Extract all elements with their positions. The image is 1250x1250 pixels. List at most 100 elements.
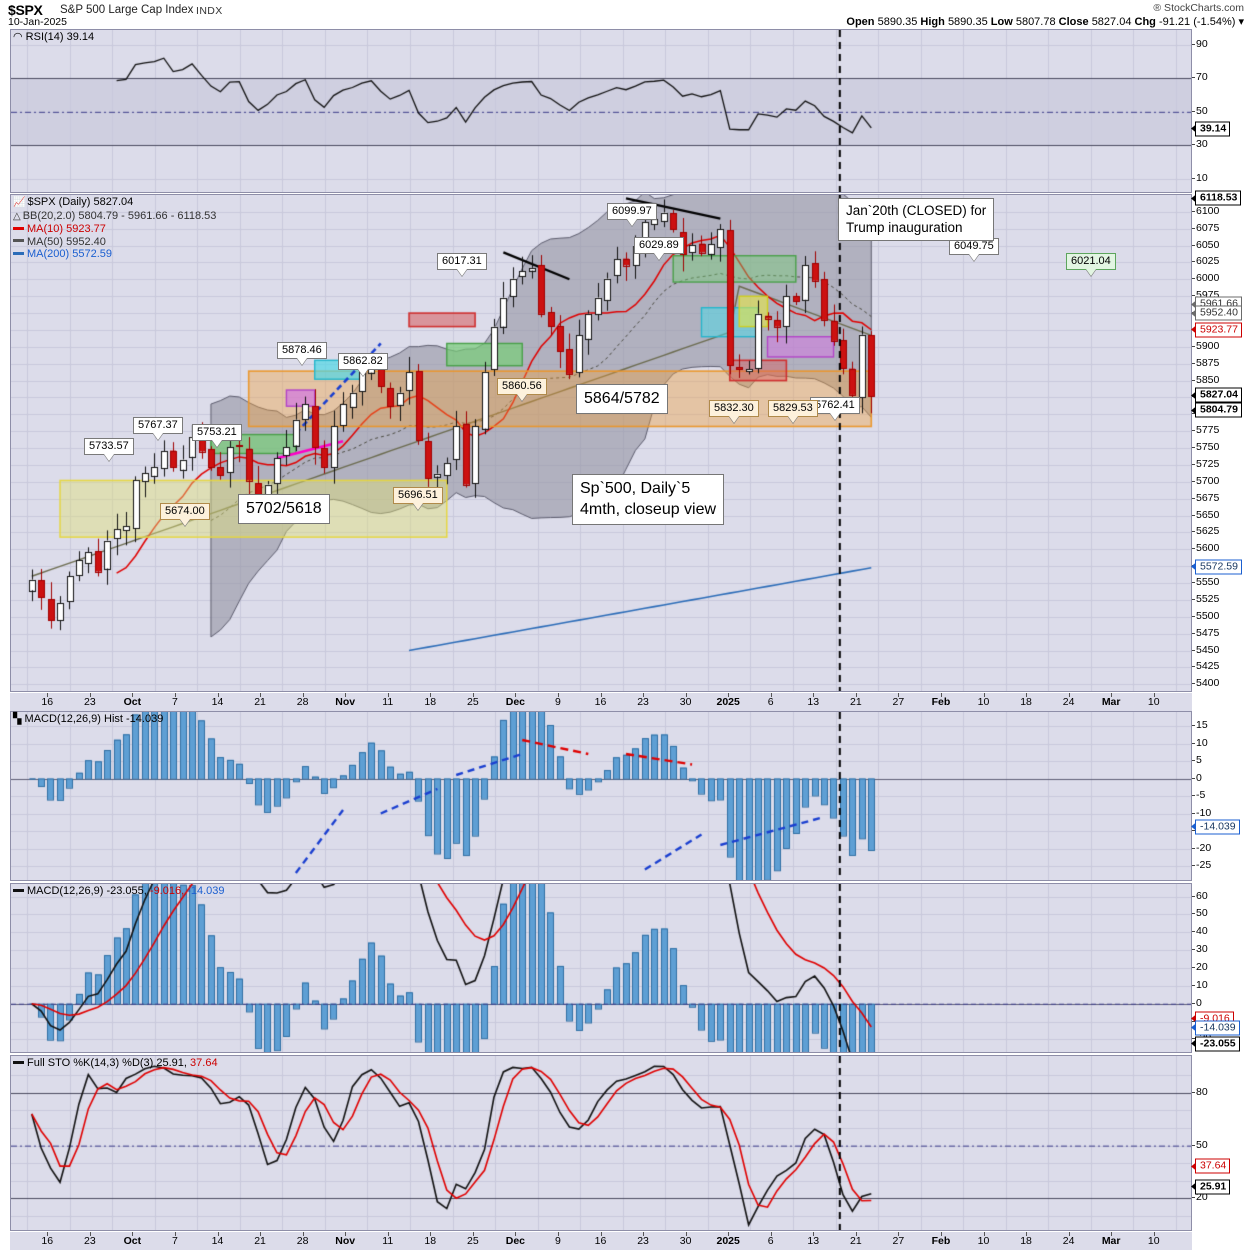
x-axis-tick bbox=[303, 1232, 304, 1236]
x-axis-tick bbox=[515, 1232, 516, 1236]
x-axis-tick bbox=[132, 693, 133, 697]
legend-swatch bbox=[13, 251, 24, 255]
x-axis-bottom: 16 23 Oct 7 14 21 28 Nov 11 18 25 Dec 9 16 23 30 2025 6 13… bbox=[10, 1232, 1192, 1250]
axis-tick-label: 5700 bbox=[1191, 474, 1220, 487]
price-legend-symbol: 📈 $SPX (Daily) 5827.04 bbox=[13, 196, 216, 210]
x-axis-tick bbox=[473, 693, 474, 697]
axis-tick-label: 5650 bbox=[1191, 508, 1220, 521]
x-axis-tick bbox=[728, 693, 729, 697]
macd-hist-legend: ▚ MACD(12,26,9) Hist -14.039 bbox=[13, 713, 163, 726]
stoch-legend-main: Full STO %K(14,3) %D(3) 25.91, bbox=[27, 1057, 187, 1069]
close-value: 5827.04 bbox=[1091, 16, 1132, 28]
x-axis-date-label: 25 bbox=[466, 1235, 479, 1247]
exchange-label: INDX bbox=[196, 5, 223, 17]
x-axis-tick bbox=[728, 1232, 729, 1236]
axis-tick-label: 5500 bbox=[1191, 609, 1220, 622]
x-axis-date-label: Nov bbox=[335, 1235, 356, 1247]
x-axis-tick bbox=[430, 1232, 431, 1236]
x-axis-tick bbox=[856, 693, 857, 697]
price-legend-ma10: MA(10) 5923.77 bbox=[13, 223, 216, 236]
axis-tick-label: 5525 bbox=[1191, 592, 1220, 605]
x-axis-date-label: 21 bbox=[849, 696, 862, 708]
chg-label: Chg bbox=[1134, 16, 1156, 28]
x-axis-tick bbox=[558, 693, 559, 697]
high-label: High bbox=[920, 16, 945, 28]
chart-canvas bbox=[11, 1056, 1191, 1230]
rsi-icon: ◠ bbox=[13, 31, 23, 43]
legend-text: MA(200) 5572.59 bbox=[27, 248, 112, 260]
x-axis-tick bbox=[686, 693, 687, 697]
x-axis-date-label: 23 bbox=[637, 1235, 649, 1247]
axis-tick-label: 5850 bbox=[1191, 373, 1220, 386]
axis-tick-label: 90 bbox=[1192, 38, 1208, 51]
x-axis-tick bbox=[813, 1232, 814, 1236]
x-axis-date-label: 10 bbox=[1147, 1235, 1160, 1247]
x-axis-tick bbox=[1069, 1232, 1070, 1236]
macd-histogram-panel: ▚ MACD(12,26,9) Hist -14.039 bbox=[10, 711, 1192, 881]
axis-price-flag: 25.91 bbox=[1190, 1179, 1231, 1195]
x-axis-date-label: 7 bbox=[172, 696, 178, 708]
x-axis-date-label: 18 bbox=[1020, 696, 1032, 708]
legend-text: BB(20,2.0) 5804.79 - 5961.66 - 6118.53 bbox=[22, 209, 217, 222]
x-axis-tick bbox=[941, 693, 942, 697]
axis-tick-label: 20 bbox=[1192, 961, 1208, 973]
x-axis-date-label: 21 bbox=[254, 696, 266, 708]
axis-tick-label: 0 bbox=[1192, 771, 1202, 784]
rsi-y-axis: 90 70 50 30 10 39.14 bbox=[1190, 29, 1250, 193]
axis-tick-label: 6075 bbox=[1191, 221, 1220, 234]
chg-dropdown-icon[interactable]: ▾ bbox=[1238, 16, 1244, 28]
ohlc-quote-bar: Open 5890.35 High 5890.35 Low 5807.78 Cl… bbox=[846, 15, 1244, 28]
axis-tick-label: 50 bbox=[1192, 1138, 1208, 1151]
price-y-axis: 6100607560506025600059755950592559005875… bbox=[1190, 190, 1250, 692]
axis-tick-label: 10 bbox=[1192, 978, 1208, 991]
x-axis-date-label: 25 bbox=[466, 696, 479, 708]
chart-canvas bbox=[11, 195, 1191, 691]
axis-price-flag: 5923.77 bbox=[1191, 322, 1242, 338]
x-axis-date-label: 14 bbox=[211, 696, 224, 708]
axis-tick-label: -5 bbox=[1191, 789, 1206, 801]
axis-tick-label: 50 bbox=[1192, 104, 1208, 117]
x-axis-date-label: 11 bbox=[382, 696, 394, 708]
price-legend-ma50: MA(50) 5952.40 bbox=[13, 236, 216, 249]
axis-tick-label: 5725 bbox=[1191, 457, 1220, 470]
x-axis-date-label: 16 bbox=[594, 1235, 607, 1247]
x-axis-date-label: Oct bbox=[123, 1235, 142, 1247]
axis-tick-label: 5775 bbox=[1191, 424, 1220, 437]
x-axis-tick bbox=[984, 693, 985, 697]
x-axis-tick bbox=[898, 1232, 899, 1236]
x-axis-tick bbox=[1111, 1232, 1112, 1236]
high-value: 5890.35 bbox=[947, 16, 988, 28]
macd-legend: MACD(12,26,9) -23.055, -9.016, -14.039 bbox=[13, 885, 225, 898]
axis-tick-label: -20 bbox=[1191, 841, 1212, 854]
axis-tick-label: 6100 bbox=[1191, 204, 1220, 217]
legend-swatch bbox=[13, 226, 24, 230]
x-axis-tick bbox=[1026, 693, 1027, 697]
x-axis-date-label: 16 bbox=[594, 696, 607, 708]
axis-price-flag: 37.64 bbox=[1190, 1158, 1231, 1174]
low-label: Low bbox=[990, 16, 1013, 28]
x-axis-date-label: 18 bbox=[1020, 1235, 1032, 1247]
axis-tick-label: 5625 bbox=[1191, 525, 1220, 538]
chart-canvas bbox=[11, 712, 1191, 880]
axis-tick-label: 80 bbox=[1192, 1085, 1208, 1098]
stochastic-panel: Full STO %K(14,3) %D(3) 25.91, 37.64 bbox=[10, 1055, 1192, 1231]
chart-canvas bbox=[11, 30, 1191, 192]
open-label: Open bbox=[846, 16, 875, 28]
x-axis-date-label: 13 bbox=[807, 696, 820, 708]
x-axis-date-label: 6 bbox=[767, 1235, 774, 1247]
x-axis-tick bbox=[47, 693, 48, 697]
axis-price-flag: 6118.53 bbox=[1190, 190, 1242, 206]
x-axis-date-label: 10 bbox=[1147, 696, 1160, 708]
x-axis-tick bbox=[90, 693, 91, 697]
x-axis-tick bbox=[1154, 693, 1155, 697]
macd-line-swatch bbox=[13, 888, 24, 892]
price-legend: 📈 $SPX (Daily) 5827.04 △ BB(20,2.0) 5804.79… bbox=[13, 196, 216, 261]
axis-tick-label: 20 bbox=[1192, 1191, 1208, 1204]
legend-text: $SPX (Daily) 5827.04 bbox=[27, 196, 134, 208]
rsi-legend-text: RSI(14) 39.14 bbox=[25, 31, 95, 43]
axis-tick-label: 70 bbox=[1192, 71, 1208, 84]
x-axis-tick bbox=[260, 693, 261, 697]
